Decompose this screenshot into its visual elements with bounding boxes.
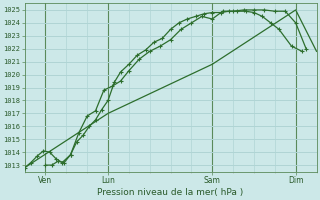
X-axis label: Pression niveau de la mer( hPa ): Pression niveau de la mer( hPa ) (98, 188, 244, 197)
